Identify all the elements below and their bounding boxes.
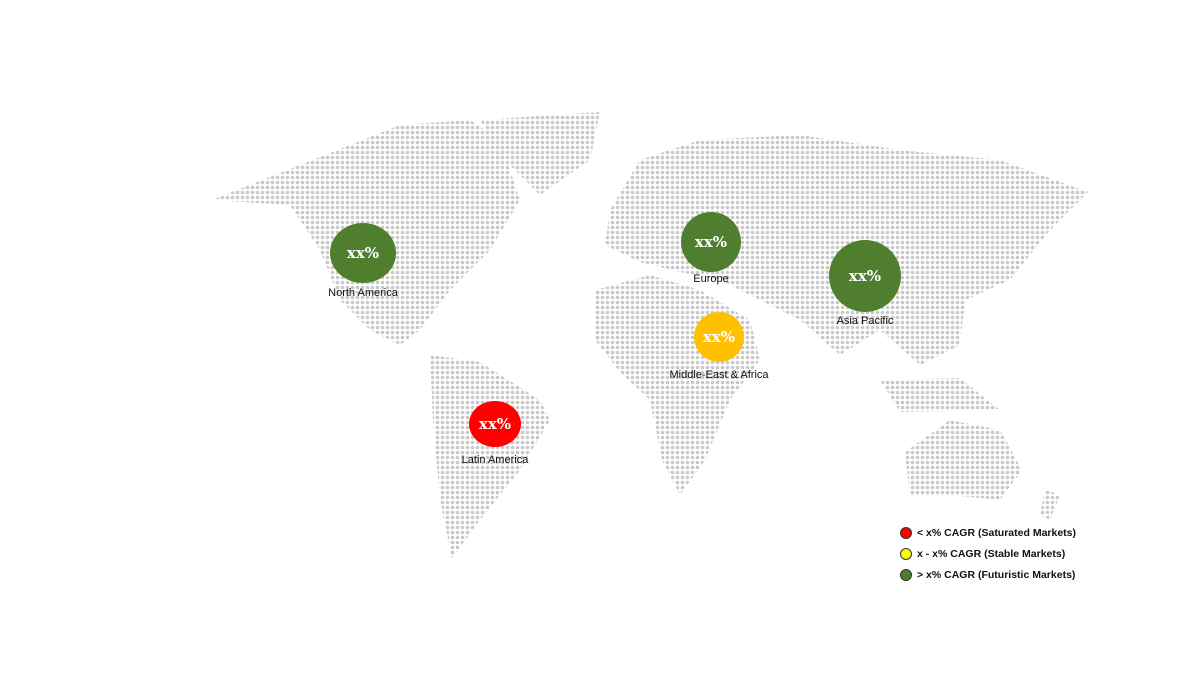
africa-landmass (595, 275, 760, 495)
southeast-asia-islands (880, 378, 1000, 412)
green-dot-icon (900, 568, 912, 581)
region-bubble: xx% (469, 401, 521, 447)
region-label: Latin America (461, 454, 529, 466)
legend-item-futuristic: > x% CAGR (Futuristic Markets) (900, 564, 1076, 585)
australia-landmass (905, 420, 1022, 500)
legend-label: > x% CAGR (Futuristic Markets) (917, 568, 1076, 581)
region-bubble: xx% (330, 223, 396, 283)
legend-item-saturated: < x% CAGR (Saturated Markets) (900, 522, 1076, 543)
red-dot-icon (900, 526, 912, 539)
legend-item-stable: x - x% CAGR (Stable Markets) (900, 543, 1076, 564)
region-bubble: xx% (681, 212, 741, 272)
region-bubble: xx% (829, 240, 901, 312)
south-america-landmass (430, 355, 550, 558)
region-label: Europe (693, 273, 729, 285)
legend: < x% CAGR (Saturated Markets) x - x% CAG… (900, 522, 1076, 585)
region-label: Middle-East & Africa (669, 369, 769, 381)
region-label: Asia Pacific (836, 315, 894, 327)
new-zealand-landmass (1040, 490, 1060, 520)
region-label: North America (328, 287, 398, 299)
greenland-landmass (480, 112, 600, 195)
legend-label: x - x% CAGR (Stable Markets) (917, 547, 1066, 560)
region-bubble: xx% (694, 312, 744, 362)
legend-label: < x% CAGR (Saturated Markets) (917, 526, 1077, 539)
yellow-dot-icon (900, 547, 912, 560)
